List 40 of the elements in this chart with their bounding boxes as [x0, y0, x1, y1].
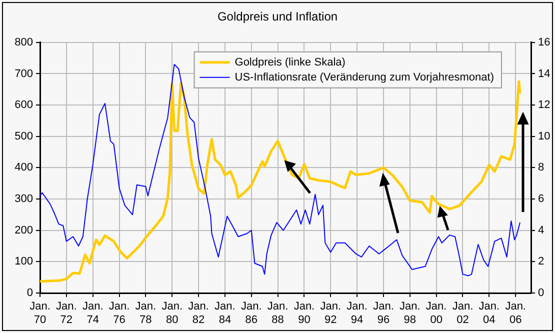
x-tick-label: Jan. 78 — [135, 300, 156, 326]
y-tick-label: 800 — [14, 36, 33, 48]
y-tick-label: 700 — [14, 68, 33, 80]
y2-tick-label: 14 — [538, 68, 550, 80]
y2-tick-label: 10 — [538, 130, 550, 142]
y2-tick-label: 12 — [538, 99, 550, 112]
x-tick-label: Jan. 94 — [346, 300, 368, 326]
y-tick-label: 200 — [14, 224, 33, 236]
y2-tick-label: 4 — [538, 224, 544, 236]
x-tick-label: Jan. 06 — [505, 300, 526, 326]
y2-tick-label: 8 — [538, 162, 544, 174]
y-tick-label: 300 — [14, 193, 33, 206]
x-tick-label: Jan. 02 — [452, 300, 474, 326]
x-tick-label: Jan. 90 — [294, 300, 315, 326]
x-tick-label: Jan. 82 — [188, 300, 209, 326]
x-tick-label: Jan. 80 — [162, 300, 183, 326]
x-tick-label: Jan. 00 — [426, 300, 447, 326]
x-tick-label: Jan. 04 — [478, 300, 500, 326]
y2-tick-label: 16 — [538, 36, 550, 48]
y-tick-label: 600 — [14, 99, 33, 112]
y2-tick-label: 2 — [538, 256, 544, 268]
legend-label: US-Inflationsrate (Veränderung zum Vorjahresmonat) — [234, 71, 494, 84]
x-tick-label: Jan. 84 — [214, 300, 236, 326]
x-tick-label: Jan. 96 — [373, 300, 394, 326]
y2-tick-label: 6 — [538, 193, 544, 206]
x-tick-label: Jan. 86 — [240, 300, 262, 326]
y-tick-label: 100 — [14, 256, 33, 268]
y-tick-label: 500 — [14, 130, 33, 142]
x-tick-label: Jan. 92 — [320, 300, 342, 326]
x-tick-label: Jan. 70 — [30, 300, 50, 326]
chart-title: Goldpreis und Inflation — [217, 10, 338, 24]
x-tick-label: Jan. 76 — [108, 300, 130, 326]
y-tick-label: 0 — [26, 287, 33, 300]
legend-label: Goldpreis (linke Skala) — [234, 56, 346, 68]
x-tick-label: Jan. 74 — [82, 300, 104, 326]
x-tick-label: Jan. 88 — [267, 300, 288, 326]
y2-tick-label: 0 — [538, 287, 544, 300]
x-tick-label: Jan. 72 — [56, 300, 77, 326]
x-tick-label: Jan. 98 — [400, 300, 420, 326]
y-tick-label: 400 — [14, 162, 33, 174]
